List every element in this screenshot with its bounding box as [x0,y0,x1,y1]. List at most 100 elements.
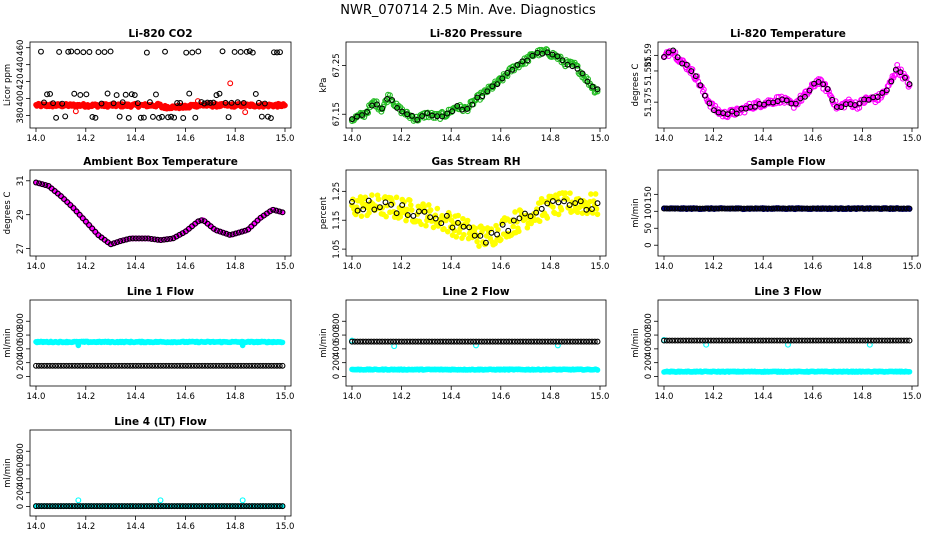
point-samples [160,236,167,243]
y-tick-label: 0 [16,504,26,509]
x-tick-label: 14.8 [853,392,872,402]
point-samples [878,337,885,344]
panel-title: Line 3 Flow [754,286,821,298]
point-samples [677,205,684,212]
point-samples [404,212,411,219]
x-tick-label: 14.2 [392,134,411,144]
point-samples [832,337,838,344]
point-samples [906,337,913,344]
point-samples [182,503,189,510]
point-samples [36,180,43,187]
point-samples [69,362,75,369]
point-samples [707,337,714,344]
point-samples [368,338,375,345]
panel-line1: Line 1 Flow 14.0 14.2 14.4 14.6 14.8 15.0 0 2004… [3,286,294,402]
x-tick-label: 14.4 [754,392,773,402]
point-samples [730,205,736,212]
point-samples [761,101,767,108]
point-samples [71,90,78,97]
point-cyan [279,339,286,346]
point-samples [779,205,786,212]
point-samples [559,57,566,64]
point-samples [149,503,156,510]
point-samples [583,338,590,345]
panel-sample_flow: Sample Flow 14.0 14.2 14.4 14.6 14.8 15.0 0 50 10… [631,156,921,272]
point-samples [454,103,461,109]
point-samples [92,114,99,121]
point-continuous [558,206,565,213]
point-samples [785,337,792,344]
point-samples [260,362,267,369]
point-samples [387,338,394,345]
point-samples [204,362,211,369]
point-samples [174,362,181,369]
point-samples [401,338,408,345]
point-samples [221,362,228,369]
point-samples [359,112,365,119]
point-samples [661,54,667,60]
point-samples [531,338,538,345]
point-samples [174,503,181,510]
point-samples [245,226,252,233]
x-tick-label: 14.6 [491,134,510,144]
point-samples [80,503,87,510]
point-samples [95,49,102,56]
plot-frame [29,169,292,257]
point-samples [409,338,416,345]
point-samples [746,205,753,212]
point-samples [44,91,50,98]
point-samples [235,503,242,510]
point-samples [806,87,813,94]
point-samples [399,202,406,209]
point-samples [270,206,277,213]
point-samples [888,78,895,85]
point-samples [696,337,703,344]
point-continuous [490,84,497,91]
point-samples [906,205,913,212]
point-samples [210,503,217,510]
point-samples [143,362,150,369]
point-samples [140,114,147,121]
plot-frame [657,169,919,257]
point-continuous [512,209,518,215]
point-samples [271,362,278,369]
point-continuous [555,211,562,218]
point-samples [783,97,790,104]
point-samples [732,337,739,344]
y-axis-label: ml/min [319,328,329,358]
point-samples [821,205,827,212]
point-samples [547,338,554,345]
point-samples [33,503,39,510]
point-samples [373,338,380,345]
point-samples [102,503,109,510]
point-samples [793,337,800,344]
point-samples [276,503,283,510]
point-samples [536,338,543,345]
point-samples [494,81,501,88]
point-samples [44,362,51,369]
point-samples [705,337,712,344]
point-samples [255,99,262,106]
point-samples [741,205,747,212]
point-continuous [592,191,599,197]
point-samples [486,338,493,345]
point-samples [77,503,84,510]
point-samples [120,237,127,244]
point-samples [251,503,258,510]
point-cyan-outliers [785,341,791,348]
point-samples [238,362,244,369]
point-samples [870,337,877,344]
point-samples [768,337,775,344]
point-continuous [430,224,437,231]
point-samples [132,235,139,242]
point-samples [196,503,203,510]
point-samples [774,205,781,212]
point-samples [234,99,241,106]
point-samples [80,49,87,56]
point-samples [58,193,64,200]
point-samples [887,205,894,212]
point-samples [111,240,117,247]
data-points [33,179,286,248]
point-samples [594,86,601,93]
point-samples [580,338,587,345]
